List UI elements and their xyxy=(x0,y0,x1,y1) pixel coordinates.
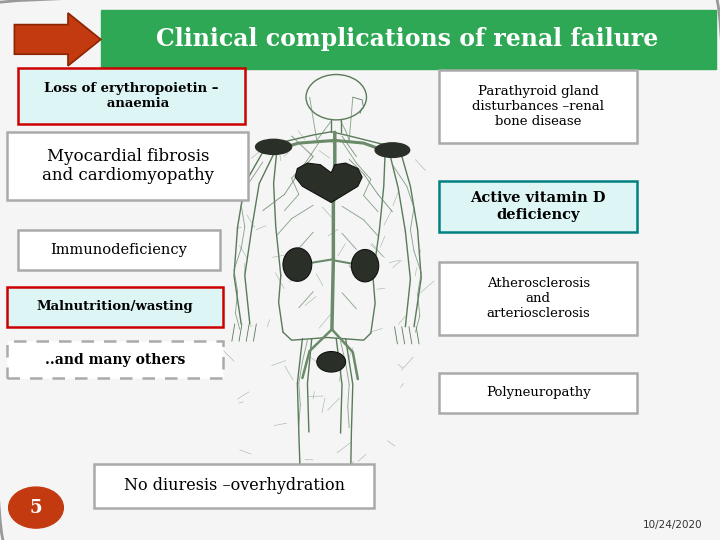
Text: Myocardial fibrosis
and cardiomyopathy: Myocardial fibrosis and cardiomyopathy xyxy=(42,148,214,184)
Text: Parathyroid gland
disturbances –renal
bone disease: Parathyroid gland disturbances –renal bo… xyxy=(472,85,604,128)
FancyBboxPatch shape xyxy=(439,181,637,232)
FancyBboxPatch shape xyxy=(439,373,637,413)
Polygon shape xyxy=(295,163,362,202)
FancyBboxPatch shape xyxy=(18,68,245,124)
FancyBboxPatch shape xyxy=(101,10,716,69)
FancyBboxPatch shape xyxy=(7,287,223,327)
Text: Polyneuropathy: Polyneuropathy xyxy=(486,386,590,400)
Ellipse shape xyxy=(283,248,312,281)
Polygon shape xyxy=(14,13,101,66)
Text: ..and many others: ..and many others xyxy=(45,353,185,367)
Text: Clinical complications of renal failure: Clinical complications of renal failure xyxy=(156,28,658,51)
FancyBboxPatch shape xyxy=(18,230,220,270)
Ellipse shape xyxy=(351,249,379,282)
Text: Loss of erythropoietin –
   anaemia: Loss of erythropoietin – anaemia xyxy=(44,82,219,110)
FancyBboxPatch shape xyxy=(7,341,223,378)
Text: No diuresis –overhydration: No diuresis –overhydration xyxy=(124,477,344,495)
FancyBboxPatch shape xyxy=(7,132,248,200)
Ellipse shape xyxy=(256,139,292,154)
Ellipse shape xyxy=(375,143,410,158)
Text: Malnutrition/wasting: Malnutrition/wasting xyxy=(37,300,194,314)
Text: Atherosclerosis
and
arteriosclerosis: Atherosclerosis and arteriosclerosis xyxy=(486,277,590,320)
FancyBboxPatch shape xyxy=(94,464,374,508)
Text: 10/24/2020: 10/24/2020 xyxy=(642,520,702,530)
Circle shape xyxy=(9,487,63,528)
FancyBboxPatch shape xyxy=(439,262,637,335)
Text: Active vitamin D
deficiency: Active vitamin D deficiency xyxy=(470,192,606,221)
Ellipse shape xyxy=(317,352,346,372)
Text: 5: 5 xyxy=(30,498,42,517)
Text: Immunodeficiency: Immunodeficiency xyxy=(50,243,187,256)
FancyBboxPatch shape xyxy=(439,70,637,143)
